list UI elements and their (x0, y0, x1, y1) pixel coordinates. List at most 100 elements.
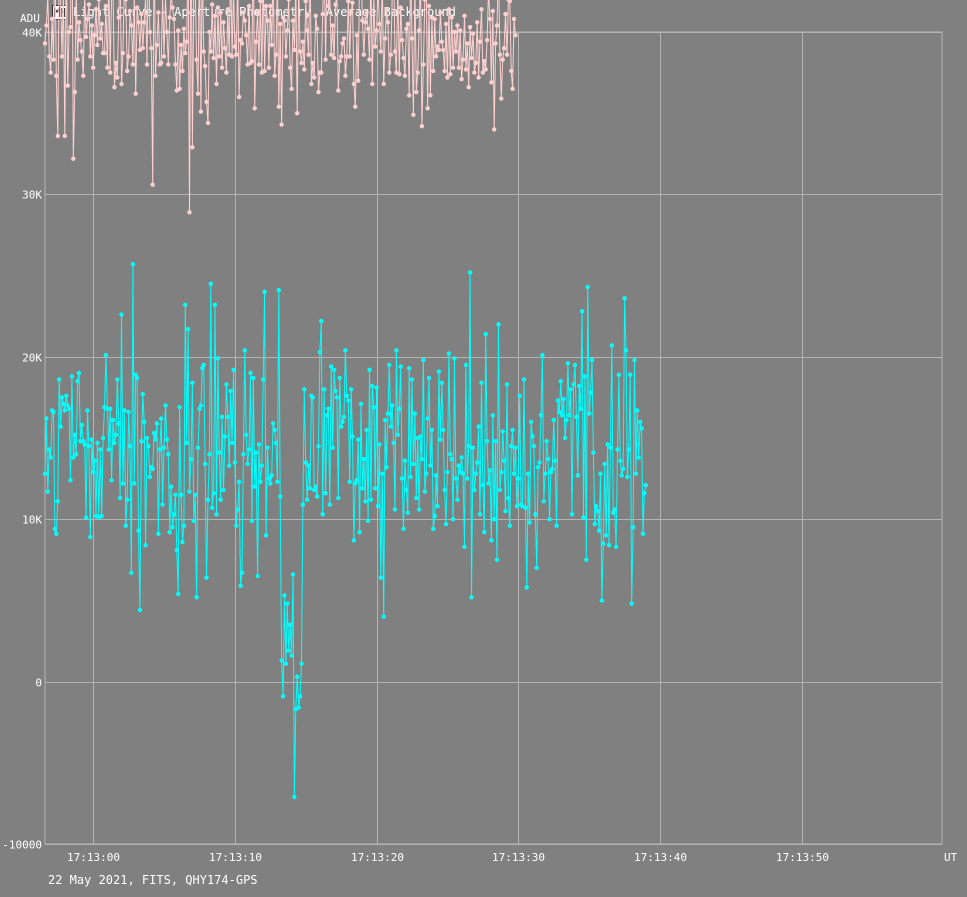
data-point-target (426, 375, 432, 381)
data-point-target (506, 495, 511, 501)
data-point-target (562, 435, 568, 441)
data-point-comparison (123, 0, 128, 2)
data-point-comparison (229, 54, 235, 59)
data-point-comparison (253, 39, 259, 44)
data-point-target (533, 512, 538, 517)
y-tick-label: 30K (22, 189, 42, 202)
data-point-comparison (382, 36, 388, 41)
data-point-target (130, 262, 136, 267)
data-point-comparison (452, 29, 457, 35)
data-point-comparison (477, 39, 483, 44)
data-point-target (334, 395, 340, 400)
x-tick-label: 17:13:40 (634, 851, 687, 864)
data-point-comparison (463, 67, 469, 72)
data-point-comparison (426, 3, 432, 9)
data-point-target (190, 380, 195, 385)
data-point-comparison (207, 29, 212, 35)
data-point-comparison (266, 65, 272, 70)
data-point-target (371, 404, 376, 410)
data-point-comparison (134, 5, 140, 10)
data-point-target (224, 382, 229, 387)
data-point-comparison (273, 52, 279, 57)
data-point-comparison (85, 16, 90, 22)
data-point-target (602, 461, 607, 467)
data-point-target (626, 447, 631, 452)
data-point-target (639, 426, 644, 431)
data-point-comparison (377, 21, 382, 27)
data-point-comparison (482, 59, 487, 64)
data-point-target (278, 494, 283, 499)
data-point-comparison (262, 68, 267, 74)
data-point-comparison (306, 52, 311, 57)
data-point-target (266, 476, 272, 481)
data-point-target (354, 478, 359, 483)
data-point-target (587, 411, 592, 416)
data-point-comparison (115, 75, 120, 80)
data-point-target (306, 463, 311, 468)
data-point-target (504, 382, 510, 387)
data-point-target (527, 520, 532, 525)
data-point-target (595, 508, 600, 514)
data-point-target (554, 523, 559, 528)
data-point-target (235, 507, 240, 512)
data-point-target (68, 478, 73, 483)
data-point-target (601, 541, 606, 546)
data-point-target (252, 484, 257, 489)
data-point-comparison (173, 62, 178, 67)
data-point-target (392, 507, 398, 512)
data-point-comparison (313, 13, 318, 18)
data-point-target (638, 419, 643, 424)
data-point-comparison (292, 47, 297, 53)
data-point-target (346, 398, 351, 403)
data-point-comparison (337, 59, 342, 64)
data-point-target (170, 525, 175, 530)
data-point-target (297, 694, 303, 699)
data-point-comparison (497, 52, 503, 57)
data-point-target (463, 362, 469, 368)
data-point-target (635, 408, 640, 413)
data-point-comparison (93, 7, 99, 12)
data-point-target (296, 705, 301, 710)
data-point-target (48, 455, 53, 460)
data-point-comparison (419, 124, 425, 129)
data-point-target (567, 413, 572, 418)
data-point-comparison (510, 86, 515, 92)
data-point-target (45, 489, 50, 494)
data-point-comparison (176, 28, 181, 33)
data-point-target (538, 413, 544, 418)
data-point-target (596, 528, 602, 533)
data-point-comparison (487, 16, 493, 22)
data-point-target (574, 414, 579, 420)
data-point-comparison (89, 23, 95, 28)
data-point-target (200, 366, 205, 371)
data-point-target (330, 445, 335, 450)
data-point-target (402, 458, 408, 463)
x-tick-label: 17:13:30 (492, 851, 545, 864)
data-point-target (625, 474, 630, 480)
x-tick-label: 17:13:00 (67, 851, 120, 864)
data-point-target (283, 661, 289, 666)
data-point-comparison (374, 28, 379, 33)
data-point-target (222, 434, 228, 439)
data-point-comparison (66, 29, 72, 35)
data-point-target (598, 471, 603, 476)
data-point-target (365, 518, 371, 523)
data-point-comparison (387, 70, 392, 75)
data-point-comparison (265, 18, 270, 23)
data-point-target (618, 458, 623, 463)
data-point-target (100, 435, 106, 441)
data-point-comparison (425, 106, 430, 111)
data-point-comparison (181, 26, 187, 31)
data-point-target (51, 409, 56, 415)
data-point-comparison (373, 44, 378, 49)
data-point-comparison (460, 57, 466, 62)
data-point-target (143, 543, 148, 548)
data-point-comparison (153, 73, 158, 79)
data-point-comparison (263, 3, 269, 9)
data-point-comparison (210, 2, 215, 7)
data-point-target (164, 437, 170, 442)
data-point-comparison (405, 21, 410, 27)
data-point-target (331, 367, 337, 372)
data-point-comparison (258, 0, 263, 4)
data-point-target (275, 479, 280, 484)
